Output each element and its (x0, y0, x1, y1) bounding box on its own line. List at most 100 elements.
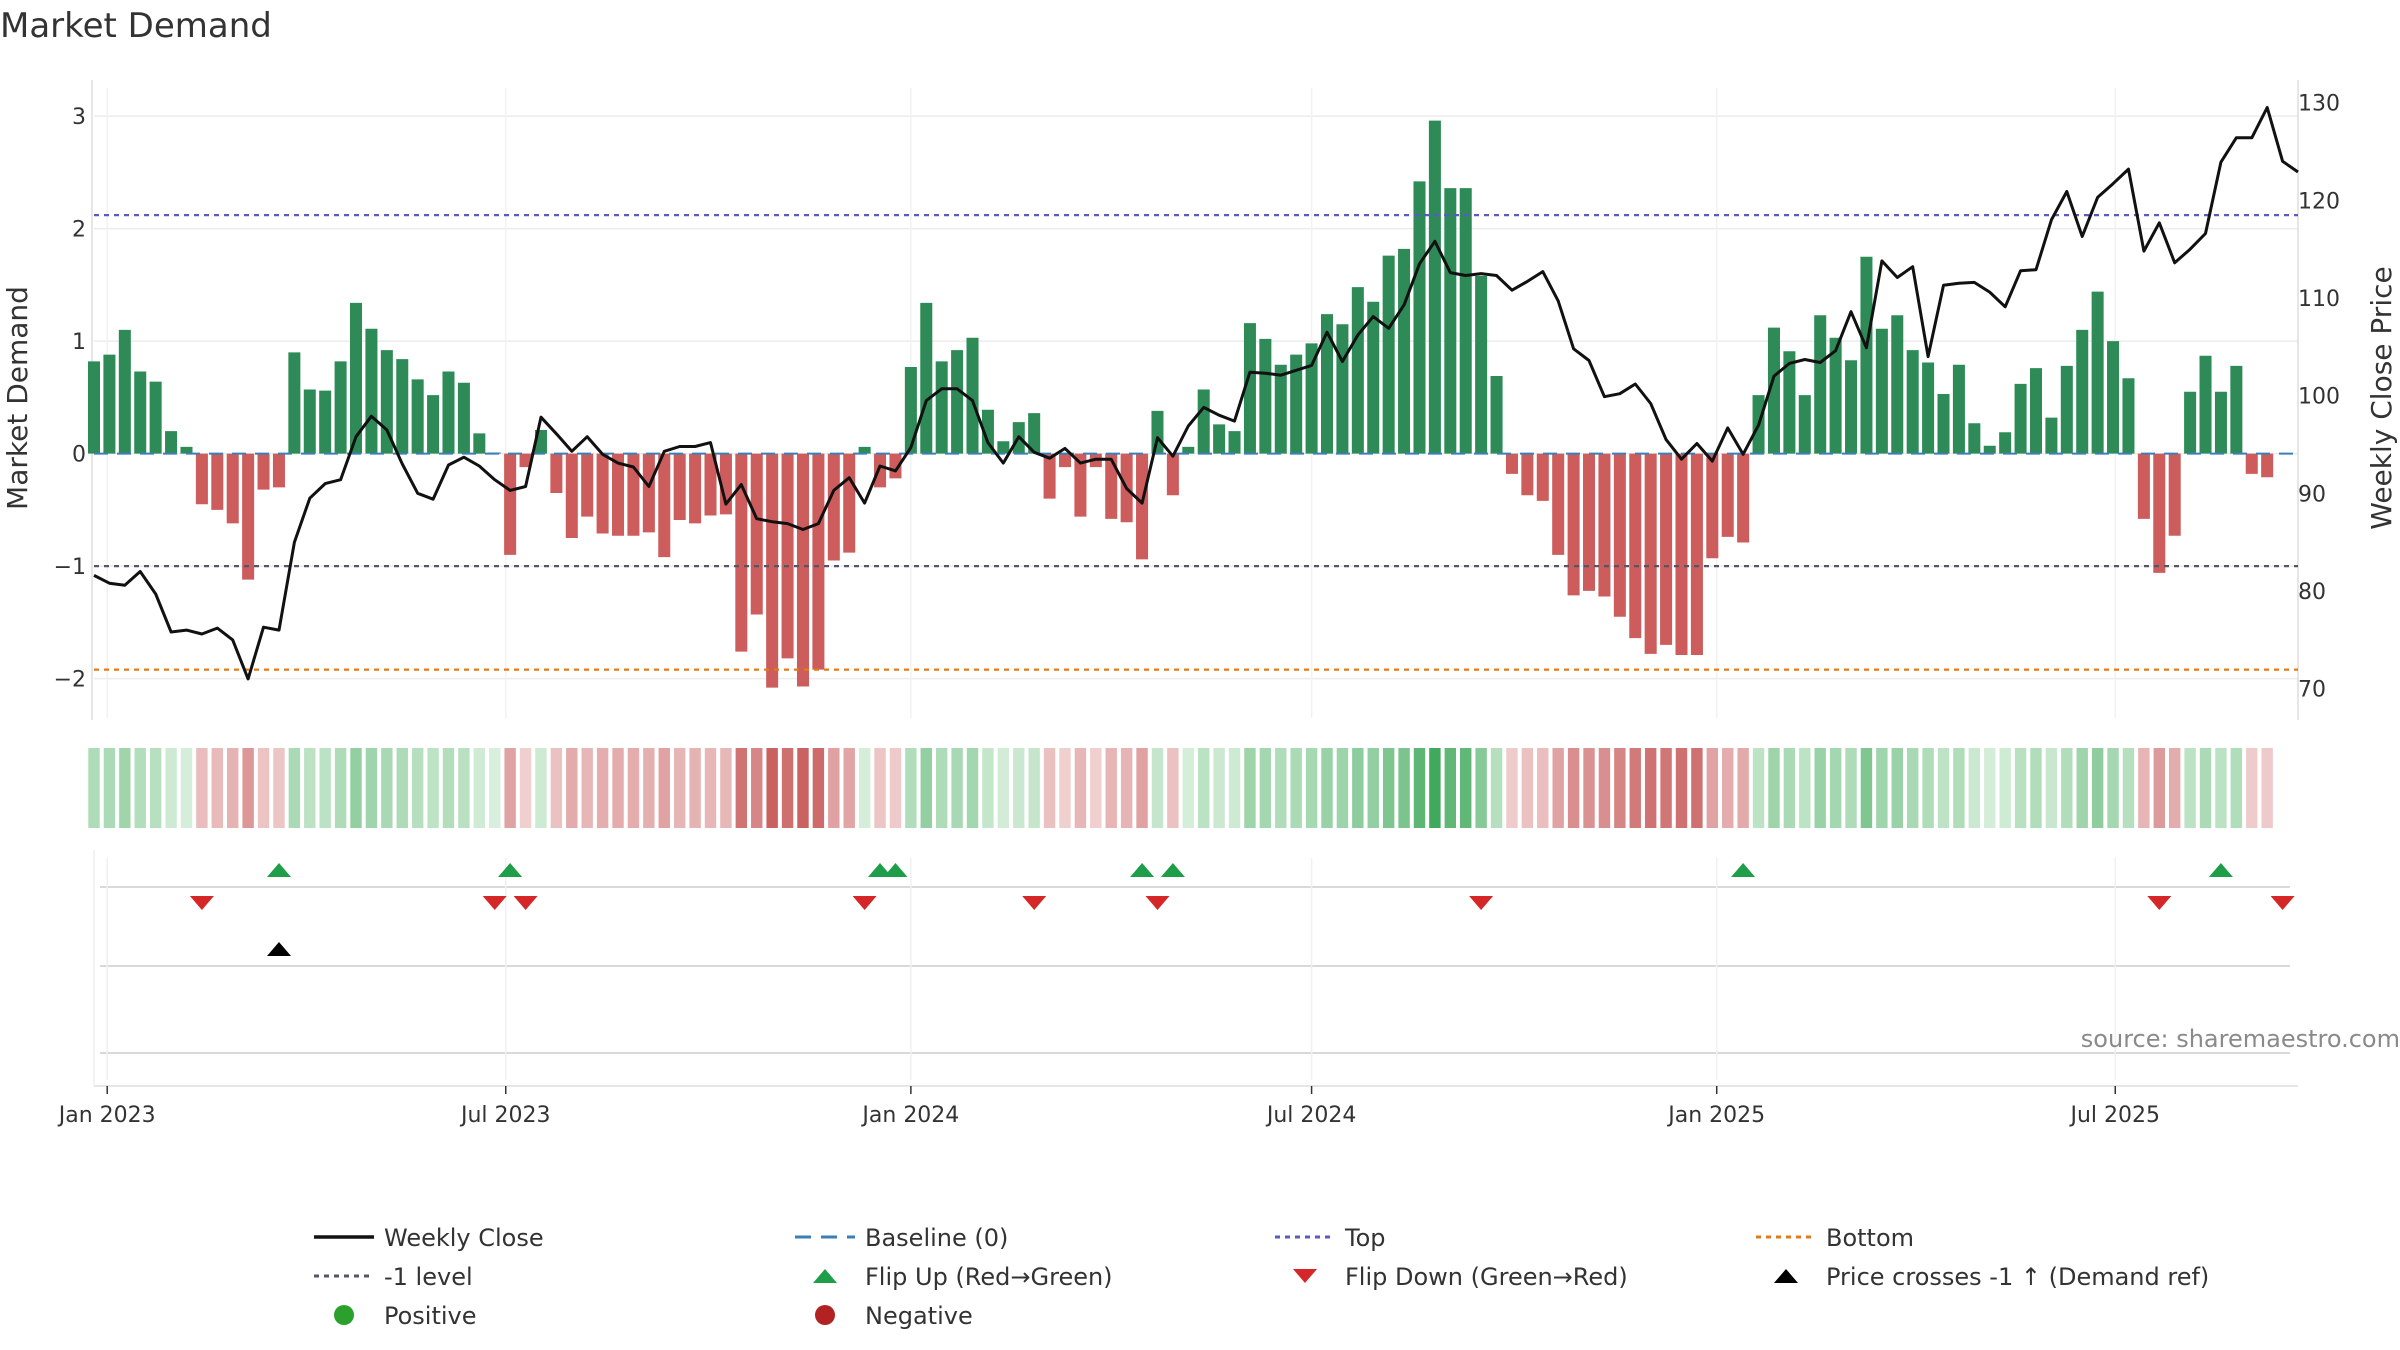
heat-cell (1475, 748, 1487, 828)
y-tick-label: −2 (54, 668, 86, 693)
demand-bar (858, 446, 871, 454)
heat-cell (1460, 748, 1472, 828)
heat-cell (304, 748, 316, 828)
heat-cell (935, 748, 948, 828)
heat-cell (1275, 748, 1287, 828)
demand-bar (1690, 453, 1703, 655)
demand-bar (966, 337, 979, 454)
legend-label: Bottom (1826, 1224, 1914, 1252)
cross-up-marker (267, 942, 291, 956)
demand-bar (1074, 453, 1087, 517)
heat-cell (1614, 748, 1626, 828)
heat-cell (720, 748, 732, 828)
heat-cell (2122, 748, 2135, 828)
demand-bar (1613, 453, 1626, 617)
legend-label: Price crosses -1 ↑ (Demand ref) (1826, 1263, 2209, 1291)
demand-bar (257, 453, 270, 490)
legend-item-weekly_close: Weekly Close (314, 1224, 544, 1252)
heat-cell (1151, 748, 1164, 828)
heat-cell (103, 748, 116, 828)
chart-title: Market Demand (0, 6, 272, 46)
demand-bar (1644, 453, 1657, 654)
heat-cell (1013, 748, 1025, 828)
y-axis-right-ticks: 130 120 110 100 90 80 70 (2298, 92, 2340, 703)
demand-bar (504, 453, 517, 555)
heat-cell (1506, 748, 1518, 828)
flip-down-marker (2270, 896, 2295, 910)
demand-bar (457, 382, 470, 454)
demand-bar (704, 453, 717, 516)
heat-cell (442, 748, 455, 828)
flip-up-marker (2208, 863, 2233, 877)
demand-bar (1552, 453, 1565, 555)
heat-cell (2261, 748, 2273, 828)
legend-label: Weekly Close (384, 1224, 544, 1252)
demand-bar (165, 431, 178, 454)
heat-cell (1829, 748, 1842, 828)
demand-bar (2245, 453, 2258, 474)
heat-cell (2168, 748, 2181, 828)
demand-heat-strip (88, 748, 2273, 828)
demand-bar (1136, 453, 1149, 560)
heat-cell (319, 748, 331, 828)
heat-cell (858, 748, 871, 828)
y-tick-label: 0 (72, 443, 86, 468)
flip-down-marker (1145, 896, 1170, 910)
heat-cell (2153, 748, 2165, 828)
demand-bar (1999, 432, 2012, 454)
heat-cell (905, 748, 917, 828)
heat-cell (381, 748, 393, 828)
flip-up-marker (498, 863, 523, 877)
legend-swatch-triangle-up (1774, 1269, 1798, 1283)
demand-bar (1675, 453, 1688, 655)
demand-bar (1706, 453, 1719, 559)
heat-cell (1984, 748, 1996, 828)
heat-cell (1799, 748, 1811, 828)
y2-tick-label: 120 (2298, 189, 2340, 214)
heat-cell (1552, 748, 1564, 828)
demand-bar (1382, 255, 1395, 454)
heat-cell (1845, 748, 1857, 828)
heat-cell (1521, 748, 1534, 828)
y-axis-left-label: Market Demand (1, 286, 34, 510)
heat-cell (211, 748, 224, 828)
heat-cell (1583, 748, 1595, 828)
flip-down-marker (852, 896, 877, 910)
legend-label: Flip Up (Red→Green) (865, 1263, 1113, 1291)
heat-cell (920, 748, 932, 828)
demand-bar (1105, 453, 1118, 519)
legend-label: Flip Down (Green→Red) (1345, 1263, 1628, 1291)
heat-cell (843, 748, 855, 828)
legend-item-bottom: Bottom (1756, 1224, 1914, 1252)
demand-bar (2168, 453, 2181, 536)
legend-swatch-triangle-up (813, 1269, 837, 1283)
flip-down-marker (1022, 896, 1047, 910)
y2-tick-label: 100 (2298, 385, 2340, 410)
demand-bar (1398, 248, 1411, 454)
demand-bar (1151, 410, 1164, 454)
demand-bar (1860, 256, 1873, 454)
heat-cell (781, 748, 794, 828)
demand-bar (1367, 301, 1380, 454)
demand-bar (1490, 376, 1503, 454)
flip-down-marker (189, 896, 214, 910)
heat-cell (1413, 748, 1426, 828)
demand-bar (565, 453, 578, 538)
demand-bar (1213, 424, 1226, 454)
demand-bar (997, 441, 1010, 454)
demand-bar (1228, 431, 1241, 454)
heat-cell (997, 748, 1010, 828)
heat-cell (1290, 748, 1302, 828)
demand-bar (750, 453, 763, 615)
heat-cell (458, 748, 470, 828)
heat-cell (227, 748, 239, 828)
heat-cell (2030, 748, 2042, 828)
demand-bar (2261, 453, 2274, 478)
demand-bar (2029, 368, 2042, 454)
heat-cell (1644, 748, 1657, 828)
heat-cell (751, 748, 763, 828)
heat-cell (1490, 748, 1503, 828)
heat-cell (966, 748, 979, 828)
heat-cell (1321, 748, 1333, 828)
